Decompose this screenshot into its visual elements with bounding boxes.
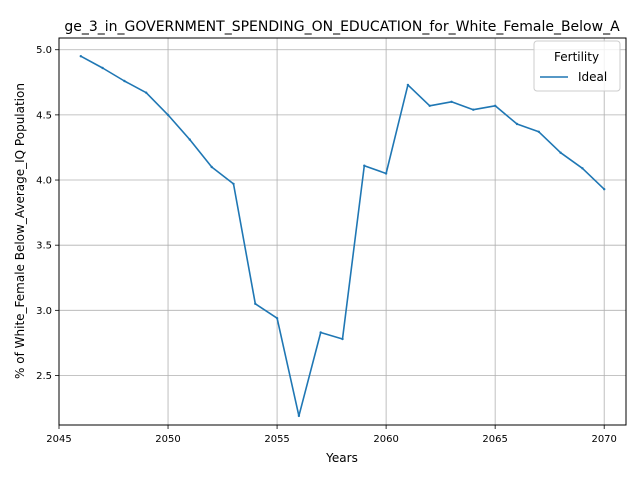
x-axis: 2045 2050 2055 2060 2065 2070	[46, 425, 617, 445]
data-point	[319, 331, 322, 334]
y-tick-label: 3.0	[36, 306, 52, 317]
y-axis: 2.5 3.0 3.5 4.0 4.5 5.0	[36, 45, 59, 382]
y-axis-label: % of White_Female Below_Average_IQ Popul…	[13, 83, 27, 379]
x-tick-label: 2045	[46, 434, 71, 445]
data-point	[188, 138, 191, 141]
data-point	[232, 182, 235, 186]
data-point	[363, 164, 366, 167]
x-tick-label: 2060	[373, 434, 398, 445]
data-point	[559, 151, 562, 154]
x-tick-label: 2070	[591, 434, 616, 445]
data-point	[428, 104, 431, 108]
data-point	[145, 91, 148, 94]
data-point	[210, 165, 213, 169]
y-tick-label: 2.5	[36, 371, 52, 382]
legend: Fertility Ideal	[533, 40, 621, 92]
data-point	[494, 104, 497, 108]
x-tick-label: 2050	[155, 434, 180, 445]
x-tick-label: 2055	[264, 434, 289, 445]
legend-title: Fertility	[554, 50, 599, 64]
data-point	[406, 83, 410, 87]
series-layer	[79, 55, 606, 418]
y-tick-label: 3.5	[36, 241, 52, 252]
data-point	[123, 79, 126, 83]
data-point	[79, 55, 83, 58]
data-point	[341, 337, 344, 341]
data-point	[581, 167, 584, 170]
legend-entry-ideal: Ideal	[578, 70, 607, 84]
x-axis-label: Years	[325, 451, 358, 465]
data-point	[384, 172, 388, 175]
data-point	[254, 302, 257, 305]
legend-box	[533, 40, 621, 92]
data-point	[472, 108, 475, 111]
chart-title: ge_3_in_GOVERNMENT_SPENDING_ON_EDUCATION…	[64, 19, 620, 35]
data-point	[603, 188, 606, 191]
grid	[58, 38, 626, 425]
data-point	[515, 122, 519, 126]
data-point	[537, 130, 540, 133]
y-tick-label: 5.0	[36, 45, 52, 56]
data-point	[450, 100, 453, 104]
x-tick-label: 2065	[482, 434, 507, 445]
data-point	[166, 113, 170, 117]
data-point	[297, 414, 301, 418]
y-tick-label: 4.5	[36, 110, 52, 121]
data-point	[275, 317, 279, 320]
plot-area-frame	[58, 37, 627, 426]
data-point	[101, 66, 104, 70]
y-tick-label: 4.0	[36, 176, 52, 187]
